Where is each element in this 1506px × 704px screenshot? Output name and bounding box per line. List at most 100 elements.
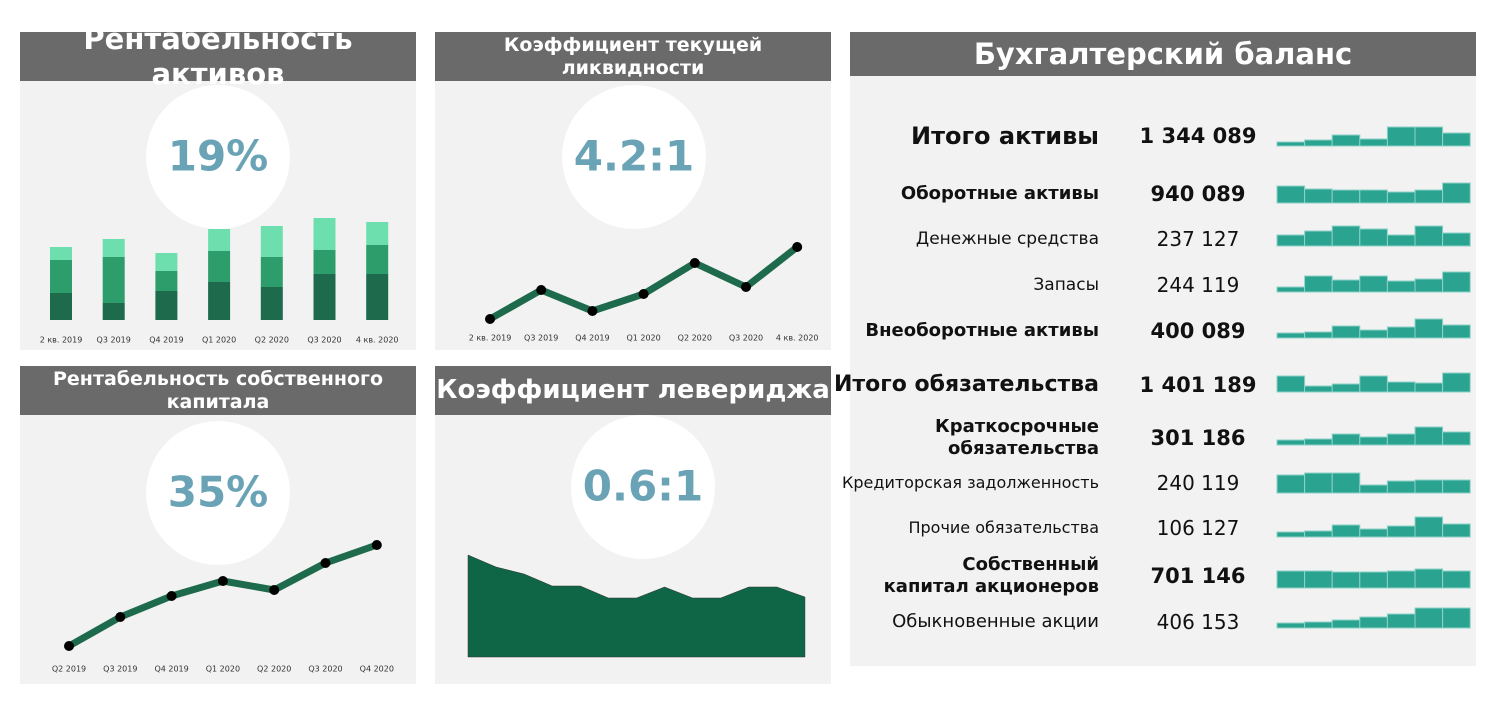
bar-segment [208,282,231,320]
spark-bar [1304,275,1333,293]
spark-bar [1331,524,1361,538]
row-value: 1 344 089 [1139,124,1257,148]
spark-bar [1386,480,1416,494]
bar-segment [366,222,389,245]
spark-bar [1359,329,1388,339]
bar-segment [260,257,283,287]
kpi-circle [146,421,290,565]
spark-bar [1331,472,1361,494]
bar-segment [366,274,389,320]
spark-bar [1359,528,1388,538]
spark-bar [1331,279,1361,293]
kpi-value: 35% [168,468,269,517]
bar-segment [155,291,178,320]
spark-bar [1386,191,1416,204]
spark-bar [1304,570,1333,589]
kpi-value: 4.2:1 [574,132,694,181]
spark-bar [1386,433,1416,446]
row-value: 240 119 [1156,471,1240,495]
x-tick-label: 2 кв. 2019 [40,336,83,345]
row-label: Краткосрочные обязательства [935,415,1099,460]
bar-segment [155,253,178,271]
spark-bar [1331,325,1361,339]
spark-bar [1359,275,1388,293]
x-tick-label: Q4 2019 [154,665,188,674]
bar-segment [313,274,336,320]
spark-bar [1304,438,1333,446]
spark-bar [1386,570,1416,589]
kpi-circle [562,85,706,229]
spark-bar [1331,225,1361,247]
panel-title: Рентабельность собственного капитала [20,366,416,415]
spark-bar [1276,375,1306,393]
spark-bar [1276,234,1306,247]
row-value: 106 127 [1156,516,1240,540]
point [689,258,700,268]
bar-segment [208,251,231,282]
kpi-value: 19% [168,132,269,181]
bar-segment [50,293,72,320]
spark-bar [1359,571,1388,589]
spark-bar [1331,433,1361,446]
spark-bar [1442,431,1471,446]
x-tick-label: Q2 2020 [257,665,291,674]
bar-segment [260,287,283,320]
spark-bar [1359,138,1388,147]
spark-bar [1304,621,1333,629]
spark-bar [1359,375,1388,393]
panel-title: Бухгалтерский баланс [850,32,1476,76]
row-label: Итого обязательства [833,372,1099,397]
spark-bar [1414,516,1444,538]
spark-bar [1414,318,1444,339]
point [638,289,649,299]
spark-bar [1442,372,1471,393]
row-label: Прочие обязательства [908,518,1099,537]
point [485,314,495,324]
bar-segment [155,271,178,291]
spark-bar [1331,619,1361,629]
spark-bar [1414,426,1444,446]
spark-bar [1359,189,1388,204]
bar-segment [313,250,336,274]
x-tick-label: 4 кв. 2020 [776,334,819,343]
row-label: Обыкновенные акции [892,610,1099,632]
point [166,591,177,601]
x-tick-label: Q1 2020 [202,336,236,345]
spark-bar [1386,126,1416,147]
row-value: 400 089 [1150,319,1246,343]
spark-bar [1331,134,1361,147]
point [115,612,126,622]
bar-segment [102,257,125,303]
panel-title: Коэффициент текущей ликвидности [435,32,831,81]
spark-bar [1331,383,1361,393]
point [536,285,547,295]
x-tick-label: Q1 2020 [626,334,660,343]
spark-bar [1331,189,1361,204]
spark-bar [1414,278,1444,293]
bar-segment [313,218,336,250]
point [587,306,598,316]
x-tick-label: Q2 2020 [255,336,289,345]
spark-bar [1386,280,1416,293]
spark-bar [1304,472,1333,494]
x-tick-label: Q1 2020 [206,665,240,674]
bar-segment [102,239,125,257]
x-tick-label: Q3 2019 [97,336,131,345]
spark-bar [1442,232,1471,247]
row-value: 406 153 [1156,610,1240,634]
spark-bar [1386,326,1416,339]
spark-bar [1304,530,1333,538]
spark-bar [1442,570,1471,589]
row-value: 244 119 [1156,273,1240,297]
spark-bar [1414,189,1444,204]
spark-bar [1304,139,1333,147]
spark-bar [1276,141,1306,147]
point [64,641,74,651]
spark-bar [1414,607,1444,629]
spark-bar [1276,286,1306,293]
spark-bar [1442,607,1471,629]
spark-bar [1304,385,1333,393]
x-tick-label: Q4 2019 [575,334,609,343]
row-value: 1 401 189 [1139,373,1257,397]
area [467,554,806,658]
